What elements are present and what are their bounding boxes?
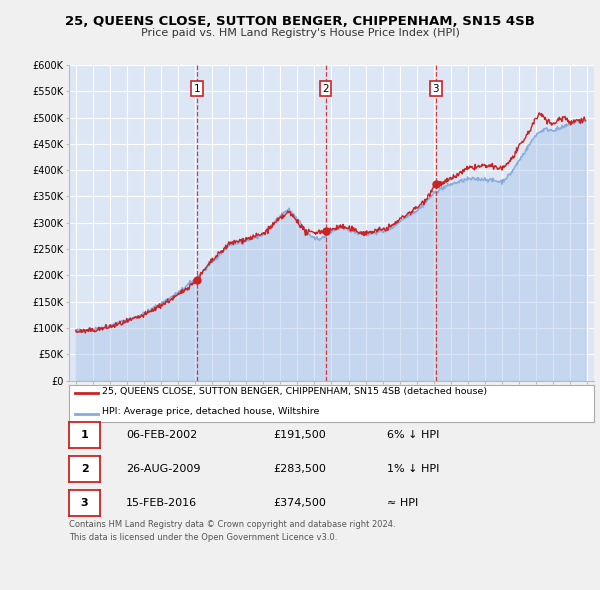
Text: 26-AUG-2009: 26-AUG-2009 [126, 464, 200, 474]
Text: 2: 2 [81, 464, 88, 474]
Text: 3: 3 [81, 498, 88, 507]
Text: Contains HM Land Registry data © Crown copyright and database right 2024.
This d: Contains HM Land Registry data © Crown c… [69, 520, 395, 542]
Text: £374,500: £374,500 [273, 498, 326, 507]
Text: 25, QUEENS CLOSE, SUTTON BENGER, CHIPPENHAM, SN15 4SB: 25, QUEENS CLOSE, SUTTON BENGER, CHIPPEN… [65, 15, 535, 28]
Text: 1: 1 [81, 431, 88, 440]
Text: ≈ HPI: ≈ HPI [387, 498, 418, 507]
Text: 1% ↓ HPI: 1% ↓ HPI [387, 464, 439, 474]
Text: 3: 3 [433, 84, 439, 94]
Text: 15-FEB-2016: 15-FEB-2016 [126, 498, 197, 507]
Text: Price paid vs. HM Land Registry's House Price Index (HPI): Price paid vs. HM Land Registry's House … [140, 28, 460, 38]
Text: £191,500: £191,500 [273, 431, 326, 440]
Text: £283,500: £283,500 [273, 464, 326, 474]
Text: 25, QUEENS CLOSE, SUTTON BENGER, CHIPPENHAM, SN15 4SB (detached house): 25, QUEENS CLOSE, SUTTON BENGER, CHIPPEN… [102, 386, 487, 395]
Text: 1: 1 [194, 84, 200, 94]
Text: HPI: Average price, detached house, Wiltshire: HPI: Average price, detached house, Wilt… [102, 407, 319, 416]
Text: 6% ↓ HPI: 6% ↓ HPI [387, 431, 439, 440]
Text: 06-FEB-2002: 06-FEB-2002 [126, 431, 197, 440]
Text: 2: 2 [322, 84, 329, 94]
